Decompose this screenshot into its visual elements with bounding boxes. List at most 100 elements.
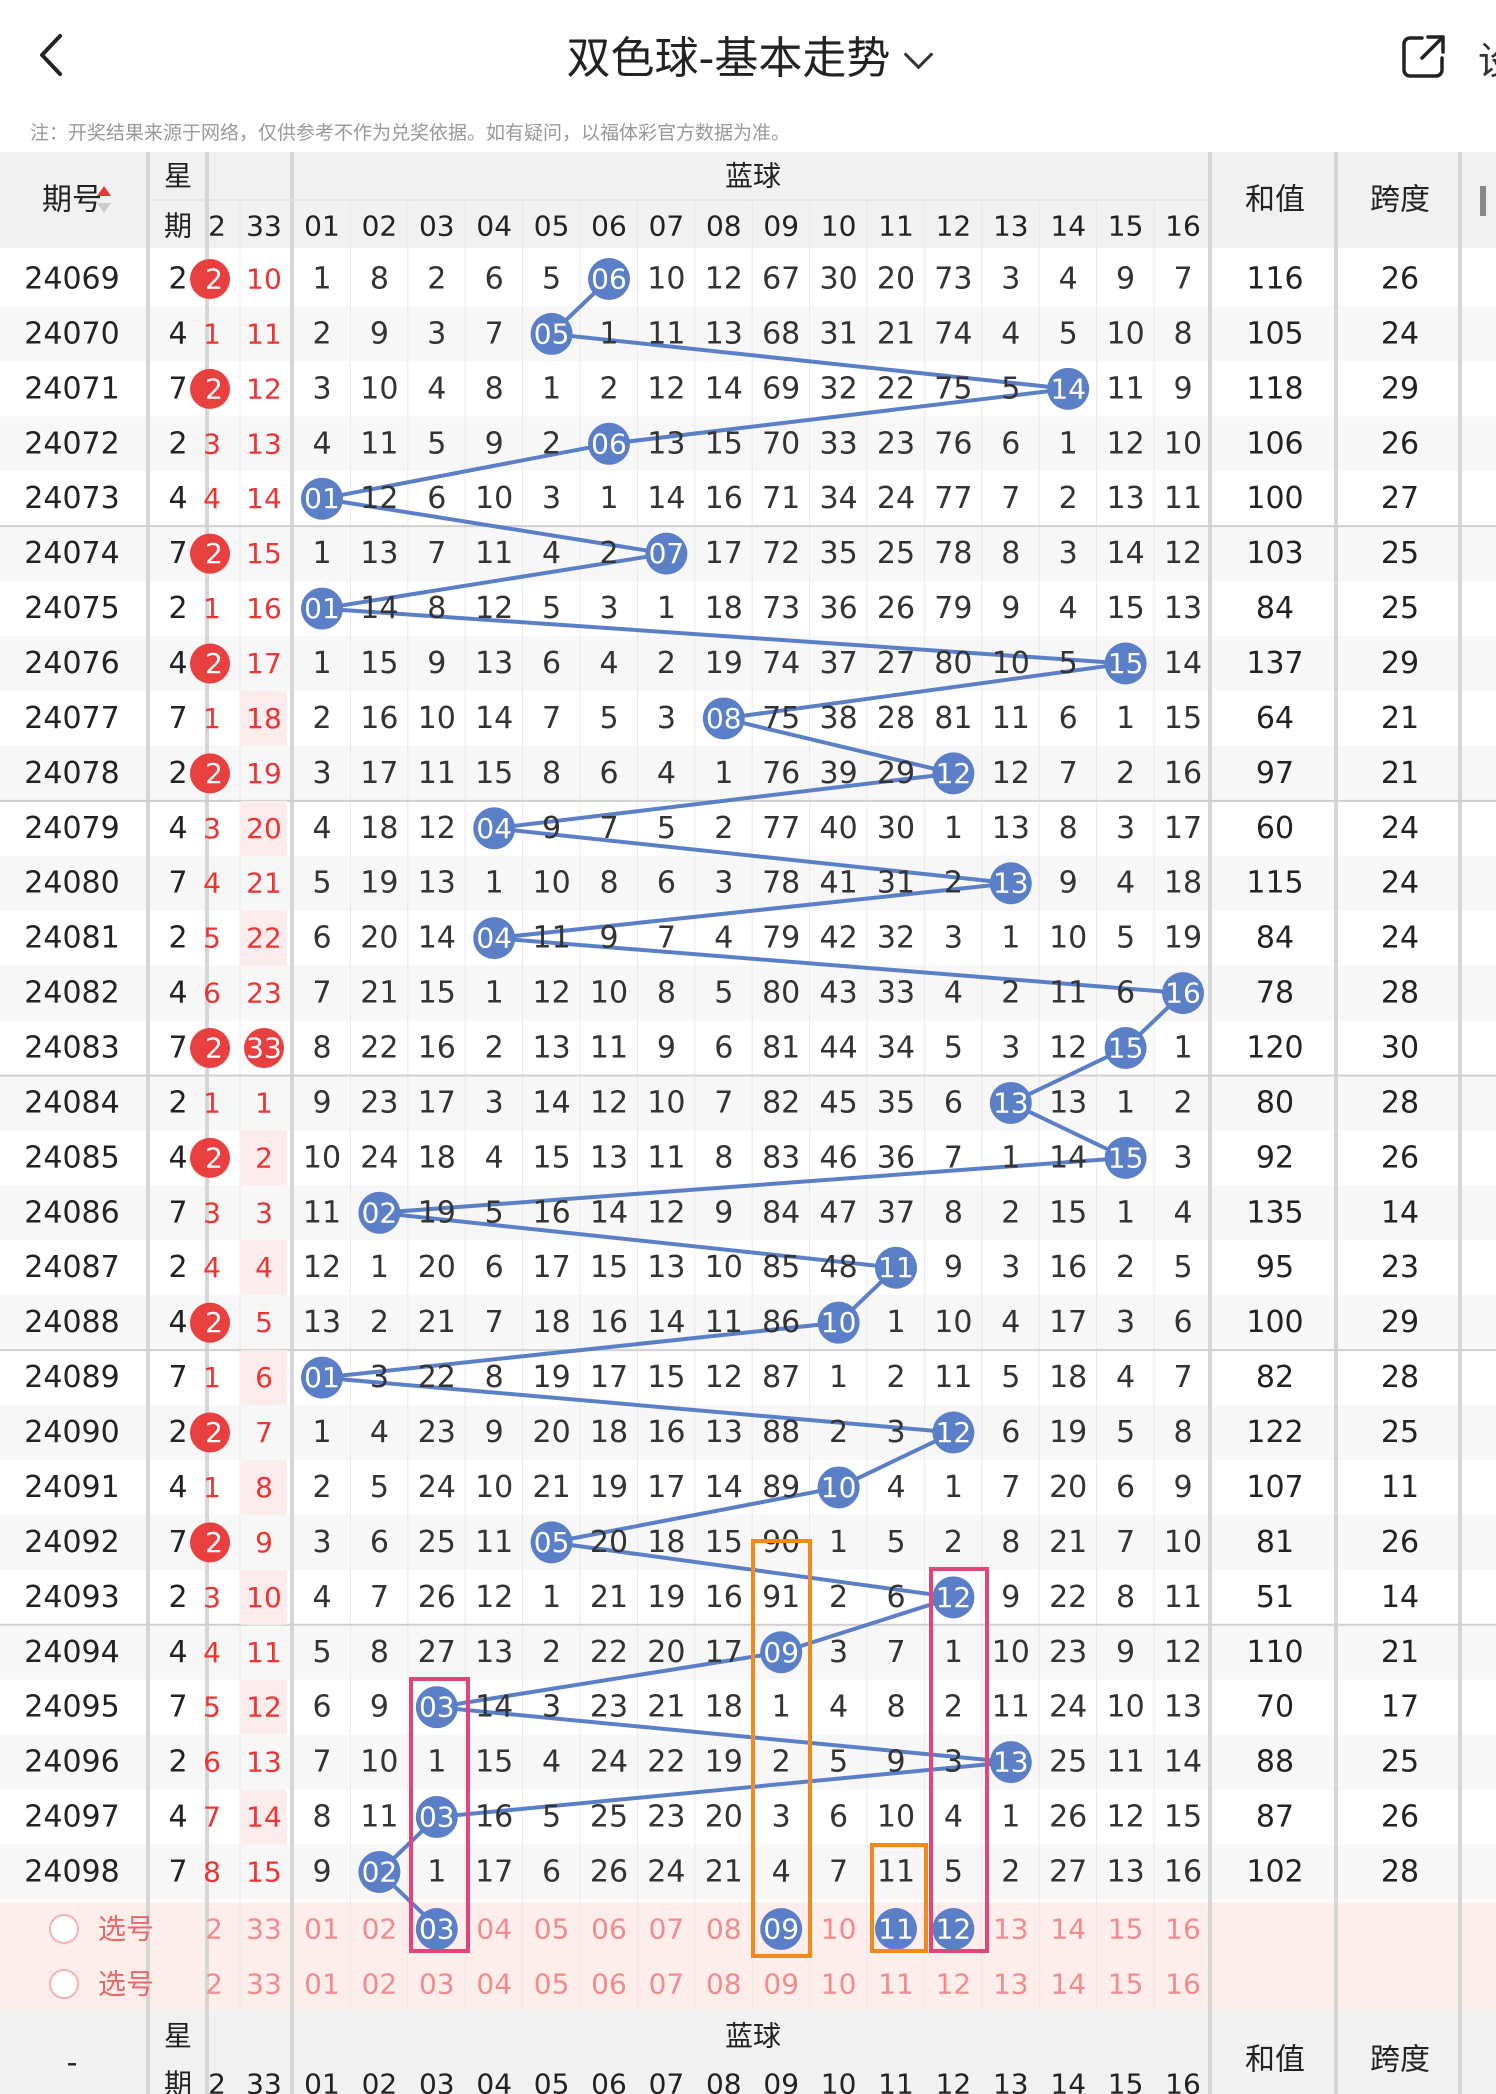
select-blue-cell[interactable]: 04 bbox=[476, 1968, 512, 2001]
select-blue-cell[interactable]: 11 bbox=[878, 1968, 914, 2001]
blue-miss-cell: 1 bbox=[1173, 1031, 1192, 1066]
blue-miss-cell: 11 bbox=[590, 1031, 628, 1066]
back-arrow-icon[interactable] bbox=[32, 30, 72, 80]
select-blue-cell[interactable]: 10 bbox=[821, 1913, 857, 1946]
blue-miss-cell: 6 bbox=[599, 756, 618, 791]
footer-blue-col: 16 bbox=[1165, 2068, 1201, 2094]
blue-miss-cell: 9 bbox=[542, 811, 561, 846]
page-title[interactable]: 双色球-基本走势 bbox=[0, 22, 1496, 86]
blue-miss-cell: 5 bbox=[1001, 371, 1020, 406]
blue-miss-cell: 18 bbox=[533, 1305, 571, 1340]
select-blue-cell[interactable]: 14 bbox=[1050, 1968, 1086, 2001]
blue-miss-cell: 3 bbox=[370, 1360, 389, 1395]
blue-ball-text: 02 bbox=[362, 1855, 398, 1888]
blue-miss-cell: 5 bbox=[1059, 646, 1078, 681]
select-blue-cell[interactable]: 12 bbox=[936, 1968, 972, 2001]
blue-miss-cell: 13 bbox=[1107, 1854, 1145, 1889]
miss-highlight bbox=[241, 1789, 287, 1845]
blue-miss-cell: 14 bbox=[360, 591, 398, 626]
select-blue-cell[interactable]: 05 bbox=[534, 1968, 570, 2001]
share-icon[interactable] bbox=[1400, 32, 1448, 80]
blue-miss-cell: 7 bbox=[427, 536, 446, 571]
red-cell: 15 bbox=[246, 1855, 282, 1888]
select-blue-cell[interactable]: 05 bbox=[534, 1913, 570, 1946]
select-blue-cell[interactable]: 15 bbox=[1108, 1968, 1144, 2001]
picked-blue-ball[interactable] bbox=[760, 1908, 803, 1950]
period-cell: 24086 bbox=[24, 1195, 119, 1230]
blue-ball-text: 03 bbox=[419, 1691, 455, 1724]
blue-miss-cell: 2 bbox=[944, 1525, 963, 1560]
blue-miss-cell: 17 bbox=[705, 536, 743, 571]
select-blue-cell[interactable]: 16 bbox=[1165, 1968, 1201, 2001]
blue-miss-cell: 22 bbox=[1049, 1580, 1087, 1615]
select-blue-cell[interactable]: 13 bbox=[993, 1913, 1029, 1946]
blue-miss-cell: 7 bbox=[370, 1580, 389, 1615]
blue-miss-cell: 16 bbox=[647, 1415, 685, 1450]
blue-miss-cell: 7 bbox=[542, 701, 561, 736]
red-cell: 1 bbox=[203, 317, 221, 350]
select-blue-cell[interactable]: 13 bbox=[993, 1968, 1029, 2001]
blue-miss-cell: 6 bbox=[485, 262, 504, 297]
row-stripe bbox=[0, 636, 1496, 691]
select-blue-cell[interactable]: 07 bbox=[649, 1913, 685, 1946]
blue-miss-cell: 29 bbox=[877, 756, 915, 791]
period-cell: 24075 bbox=[24, 591, 119, 626]
blue-miss-cell: 46 bbox=[820, 1140, 858, 1175]
blue-miss-cell: 9 bbox=[1173, 1470, 1192, 1505]
blue-miss-cell: 15 bbox=[647, 1360, 685, 1395]
blue-miss-cell: 11 bbox=[533, 921, 571, 956]
blue-miss-cell: 10 bbox=[1107, 316, 1145, 351]
select-blue-cell[interactable]: 08 bbox=[706, 1968, 742, 2001]
select-blue-cell[interactable]: 15 bbox=[1108, 1913, 1144, 1946]
blue-miss-cell: 26 bbox=[418, 1580, 456, 1615]
column-divider bbox=[205, 152, 209, 2010]
column-divider bbox=[290, 2010, 294, 2094]
select-blue-cell[interactable]: 16 bbox=[1165, 1913, 1201, 1946]
select-blue-cell[interactable]: 06 bbox=[591, 1913, 627, 1946]
select-radio[interactable] bbox=[49, 1969, 79, 1999]
select-blue-cell[interactable]: 04 bbox=[476, 1913, 512, 1946]
select-blue-cell[interactable]: 14 bbox=[1050, 1913, 1086, 1946]
period-cell: 24081 bbox=[24, 921, 119, 956]
blue-miss-cell: 11 bbox=[1164, 481, 1202, 516]
select-radio[interactable] bbox=[49, 1914, 79, 1944]
blue-miss-cell: 1 bbox=[542, 1580, 561, 1615]
header-right-text[interactable]: 设 bbox=[1478, 30, 1496, 85]
blue-miss-cell: 9 bbox=[312, 1085, 331, 1120]
blue-miss-cell: 26 bbox=[590, 1854, 628, 1889]
footer-weekday-top: 星 bbox=[164, 2020, 192, 2053]
column-divider bbox=[1208, 2010, 1212, 2094]
select-blue-cell[interactable]: 01 bbox=[304, 1913, 340, 1946]
select-blue-cell[interactable]: 08 bbox=[706, 1913, 742, 1946]
select-blue-cell[interactable]: 02 bbox=[362, 1968, 398, 2001]
select-blue-cell[interactable]: 02 bbox=[362, 1913, 398, 1946]
period-cell: 24072 bbox=[24, 426, 119, 461]
red-cell: 12 bbox=[246, 1691, 282, 1724]
blue-miss-cell: 10 bbox=[992, 1635, 1030, 1670]
blue-miss-cell: 7 bbox=[886, 1635, 905, 1670]
picked-blue-ball[interactable] bbox=[932, 1908, 975, 1950]
blue-miss-cell: 16 bbox=[590, 1305, 628, 1340]
select-blue-cell[interactable]: 10 bbox=[821, 1968, 857, 2001]
period-cell: 24087 bbox=[24, 1250, 119, 1285]
blue-miss-cell: 17 bbox=[590, 1360, 628, 1395]
blue-miss-cell: 12 bbox=[1107, 1800, 1145, 1835]
column-divider bbox=[290, 152, 294, 2010]
blue-miss-cell: 5 bbox=[944, 1854, 963, 1889]
blue-miss-cell: 1 bbox=[427, 1854, 446, 1889]
select-blue-cell[interactable]: 03 bbox=[419, 1968, 455, 2001]
blue-miss-cell: 91 bbox=[762, 1580, 800, 1615]
select-blue-cell[interactable]: 01 bbox=[304, 1968, 340, 2001]
blue-miss-cell: 2 bbox=[1116, 1250, 1135, 1285]
blue-miss-cell: 6 bbox=[542, 1854, 561, 1889]
row-stripe bbox=[0, 965, 1496, 1021]
period-cell: 24091 bbox=[24, 1470, 119, 1505]
select-blue-cell[interactable]: 06 bbox=[591, 1968, 627, 2001]
picked-blue-ball[interactable] bbox=[875, 1908, 917, 1950]
blue-miss-cell: 23 bbox=[877, 426, 915, 461]
red-cell: 4 bbox=[255, 1251, 273, 1284]
picked-blue-ball[interactable] bbox=[415, 1908, 458, 1950]
select-blue-cell[interactable]: 09 bbox=[763, 1968, 799, 2001]
blue-miss-cell: 16 bbox=[360, 701, 398, 736]
select-blue-cell[interactable]: 07 bbox=[649, 1968, 685, 2001]
